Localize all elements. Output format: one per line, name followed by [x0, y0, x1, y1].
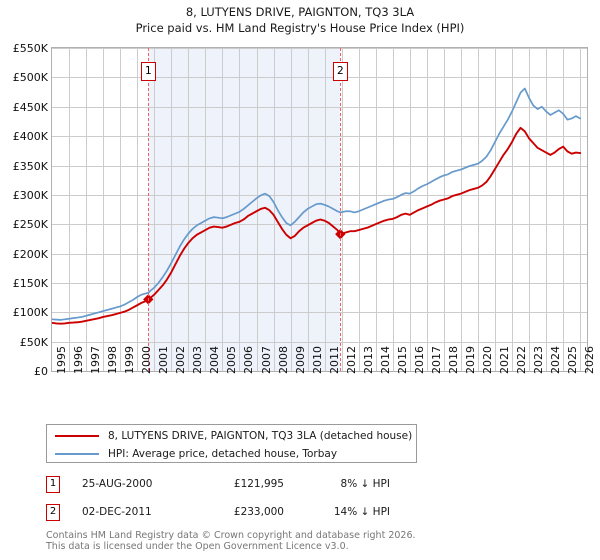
gridline-vertical: [375, 48, 377, 371]
gridline-vertical: [495, 48, 496, 371]
gridline-vertical: [512, 48, 513, 371]
y-axis-tick-label: £50K: [19, 335, 48, 349]
transaction-row-2: 2 02-DEC-2011 £233,000 14% ↓ HPI: [46, 504, 466, 524]
gridline-vertical: [256, 48, 258, 371]
gridline-vertical: [69, 48, 70, 371]
gridline-vertical: [188, 48, 190, 371]
gridline-vertical: [222, 48, 224, 371]
y-axis-tick-label: £500K: [12, 71, 48, 85]
event-point-marker-2: [335, 228, 346, 240]
gridline-vertical: [290, 48, 292, 371]
gridline-vertical: [546, 48, 548, 371]
gridline-vertical: [358, 48, 360, 371]
gridline-vertical: [103, 48, 105, 371]
transaction-badge-2: 2: [46, 504, 60, 521]
gridline-horizontal: [52, 194, 587, 196]
gridline-horizontal: [52, 165, 587, 167]
legend-label-price-paid: 8, LUTYENS DRIVE, PAIGNTON, TQ3 3LA (det…: [108, 429, 413, 442]
gridline-vertical: [529, 48, 531, 371]
y-axis-tick-label: £200K: [12, 247, 48, 261]
legend-item-price-paid: 8, LUTYENS DRIVE, PAIGNTON, TQ3 3LA (det…: [47, 426, 412, 445]
transaction-date-1: 25-AUG-2000: [82, 478, 153, 490]
legend-label-hpi: HPI: Average price, detached house, Torb…: [108, 447, 338, 460]
transaction-price-2: £233,000: [233, 506, 284, 518]
footer-line-1: Contains HM Land Registry data © Crown c…: [46, 530, 416, 541]
gridline-horizontal: [52, 224, 587, 226]
series-line-price-paid: [52, 126, 582, 325]
gridline-vertical: [239, 48, 241, 371]
gridline-vertical: [460, 48, 462, 371]
legend-color-swatch-hpi: [55, 452, 99, 455]
title-block: 8, LUTYENS DRIVE, PAIGNTON, TQ3 3LA Pric…: [0, 4, 600, 36]
event-dashed-line-2: [340, 48, 342, 371]
page-title: 8, LUTYENS DRIVE, PAIGNTON, TQ3 3LA: [185, 5, 415, 19]
gridline-vertical: [137, 48, 139, 371]
page-subtitle: Price paid vs. HM Land Registry's House …: [135, 21, 465, 35]
gridline-horizontal: [52, 136, 587, 138]
gridline-vertical: [580, 48, 582, 371]
transaction-hpi-delta-1: 8% ↓ HPI: [340, 478, 390, 490]
transaction-hpi-delta-2: 14% ↓ HPI: [333, 506, 390, 518]
gridline-horizontal: [52, 48, 587, 49]
chart-legend: 8, LUTYENS DRIVE, PAIGNTON, TQ3 3LA (det…: [46, 424, 417, 463]
transaction-price-1: £121,995: [233, 478, 284, 490]
gridline-vertical: [392, 48, 394, 371]
series-line-hpi: [52, 87, 582, 321]
gridline-vertical: [478, 48, 479, 371]
gridline-vertical: [273, 48, 275, 371]
gridline-vertical: [324, 48, 326, 371]
gridline-horizontal: [52, 253, 587, 255]
gridline-vertical: [443, 48, 445, 371]
gridline-horizontal: [52, 341, 587, 343]
gridline-vertical: [120, 48, 122, 371]
y-axis-tick-label: £250K: [12, 218, 48, 232]
gridline-horizontal: [52, 312, 587, 314]
y-axis-tick-label: £450K: [12, 100, 48, 114]
legend-color-swatch-price-paid: [55, 434, 99, 437]
y-axis-tick-label: £0: [34, 365, 48, 378]
transaction-badge-1: 1: [46, 476, 60, 493]
y-axis-tick-label: £400K: [12, 130, 48, 144]
y-axis-tick-label: £550K: [12, 42, 48, 55]
gridline-horizontal: [52, 282, 587, 284]
gridline-vertical: [563, 48, 565, 371]
footer-line-2: This data is licensed under the Open Gov…: [46, 541, 349, 552]
y-axis-tick-label: £150K: [12, 276, 48, 290]
series-svg: [52, 87, 582, 325]
event-point-marker-1: [143, 294, 154, 305]
gridline-horizontal: [52, 106, 587, 108]
gridline-horizontal: [52, 77, 587, 79]
y-axis-tick-label: £100K: [12, 306, 48, 320]
footer-attribution: Contains HM Land Registry data © Crown c…: [46, 530, 586, 552]
transaction-row-1: 1 25-AUG-2000 £121,995 8% ↓ HPI: [46, 476, 466, 496]
event-dashed-line-1: [148, 48, 150, 371]
gridline-vertical: [86, 48, 88, 371]
y-axis-tick-label: £350K: [12, 159, 48, 173]
chart-plot-area: [51, 47, 588, 372]
gridline-vertical: [409, 48, 411, 371]
gridline-vertical: [171, 48, 173, 371]
transaction-date-2: 02-DEC-2011: [82, 506, 152, 518]
gridline-vertical: [205, 48, 207, 371]
gridline-vertical: [426, 48, 428, 371]
y-axis-tick-label: £300K: [12, 188, 48, 202]
gridline-vertical: [341, 48, 343, 371]
gridline-vertical: [154, 48, 156, 371]
legend-item-hpi: HPI: Average price, detached house, Torb…: [47, 444, 337, 463]
